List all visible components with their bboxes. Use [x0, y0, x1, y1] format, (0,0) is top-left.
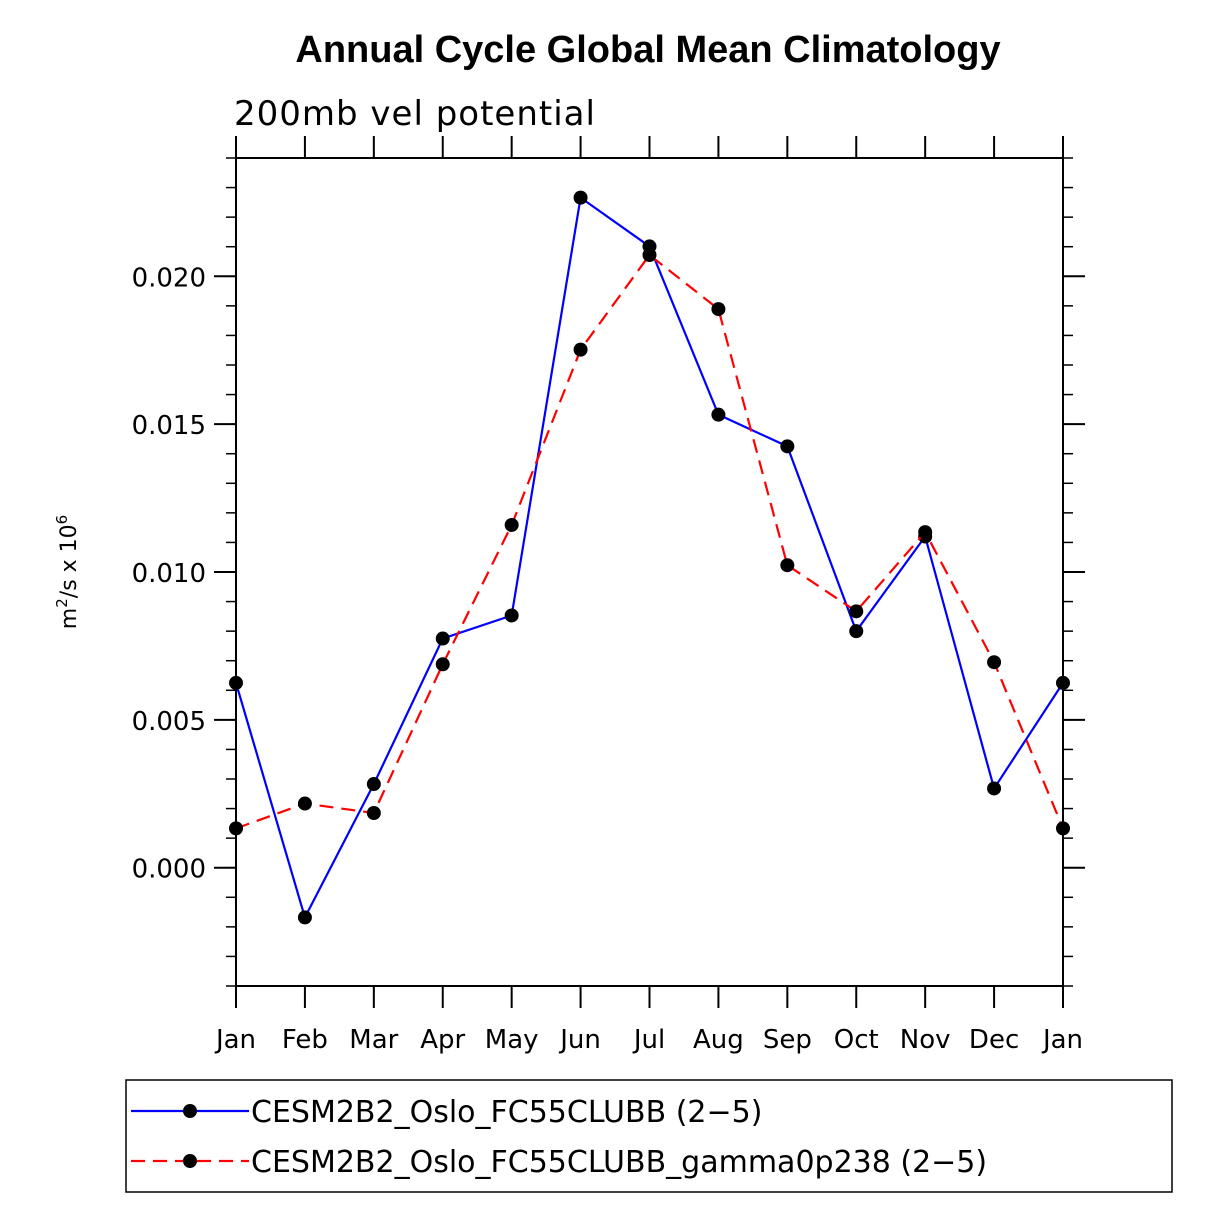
- plot-axes: Jan Feb Mar Apr May Jun Jul Aug Sep Oct Nov Dec Jan 0…: [132, 136, 1085, 1055]
- x-tick-label: Jul: [632, 1025, 665, 1055]
- data-point: [711, 407, 726, 422]
- data-point: [849, 624, 864, 639]
- data-point: [435, 657, 450, 672]
- data-point: [573, 342, 588, 357]
- x-tick-label: Aug: [693, 1025, 744, 1055]
- series-line: [235, 253, 1065, 830]
- x-tick-label: Dec: [969, 1025, 1019, 1055]
- data-point: [366, 806, 381, 821]
- data-point: [229, 675, 243, 690]
- y-axis-label: m2/s x 106: [53, 515, 82, 629]
- x-tick-label: Sep: [763, 1025, 812, 1055]
- x-tick-label: Feb: [282, 1025, 328, 1055]
- y-tick-label: 0.005: [132, 707, 206, 737]
- y-tick-label: 0.010: [132, 559, 206, 589]
- legend-marker-1: [183, 1104, 197, 1118]
- data-point: [642, 247, 657, 262]
- data-point: [297, 910, 312, 925]
- y-axis-label-exp1: 2: [53, 598, 71, 608]
- series-1: [229, 190, 1070, 925]
- x-tick-label: Oct: [834, 1025, 879, 1055]
- legend-label-2: CESM2B2_Oslo_FC55CLUBB_gamma0p238 (2−5): [251, 1145, 987, 1180]
- y-tick-label: 0.020: [132, 263, 206, 293]
- x-tick-label: Mar: [349, 1025, 398, 1055]
- data-point: [229, 821, 243, 836]
- data-point: [573, 190, 588, 205]
- data-point: [987, 781, 1002, 796]
- y-tick-label: 0.015: [132, 411, 206, 441]
- legend-marker-2: [183, 1154, 197, 1168]
- x-tick-label: Jan: [1041, 1025, 1083, 1055]
- data-point: [849, 604, 864, 619]
- x-tick-label: Nov: [900, 1025, 951, 1055]
- data-point: [504, 517, 519, 532]
- plot-frame: [235, 157, 1064, 987]
- legend: CESM2B2_Oslo_FC55CLUBB (2−5) CESM2B2_Oslo…: [125, 1079, 1173, 1193]
- series-2: [229, 247, 1070, 836]
- legend-box: [125, 1079, 1173, 1193]
- data-point: [711, 302, 726, 317]
- series-line: [234, 195, 1064, 921]
- data-point: [1056, 675, 1070, 690]
- data-point: [780, 558, 795, 573]
- series-layer: [229, 190, 1070, 925]
- x-tick-label: Jan: [214, 1025, 256, 1055]
- data-point: [780, 439, 795, 454]
- x-tick-label: Jun: [558, 1025, 601, 1055]
- data-point: [987, 655, 1002, 670]
- legend-label-1: CESM2B2_Oslo_FC55CLUBB (2−5): [251, 1095, 762, 1130]
- chart-title: Annual Cycle Global Mean Climatology: [295, 29, 1000, 71]
- y-axis-label-mid: /s x 10: [57, 524, 82, 598]
- data-point: [504, 608, 519, 623]
- x-tick-label: Apr: [420, 1025, 465, 1055]
- chart-subtitle: 200mb vel potential: [234, 94, 596, 134]
- data-point: [1056, 821, 1070, 836]
- data-point: [297, 796, 312, 811]
- y-axis-label-base: m: [57, 608, 82, 629]
- y-axis-label-exp2: 6: [53, 515, 71, 525]
- x-tick-label: May: [485, 1025, 539, 1055]
- data-point: [366, 777, 381, 792]
- data-point: [918, 525, 933, 540]
- y-tick-label: 0.000: [132, 855, 206, 885]
- data-point: [435, 631, 450, 646]
